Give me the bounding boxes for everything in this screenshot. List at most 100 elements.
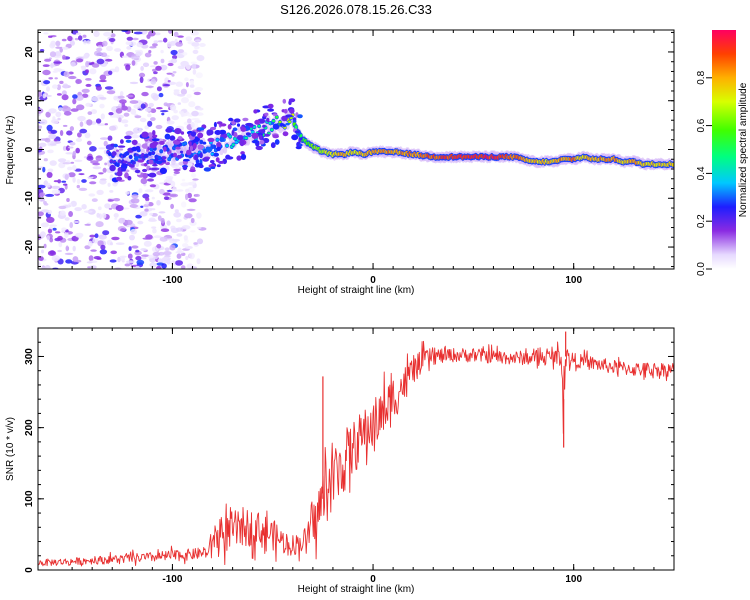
noise-blob — [55, 46, 62, 49]
noise-blob — [45, 94, 52, 97]
noise-blob — [63, 111, 72, 116]
noise-blob — [175, 41, 183, 47]
noise-blob — [109, 190, 114, 193]
noise-blob — [164, 254, 171, 258]
noise-blob — [66, 160, 70, 163]
noise-blob — [98, 147, 106, 150]
ridge-core — [671, 162, 674, 167]
noise-blob — [136, 259, 145, 265]
noise-blob — [81, 88, 90, 93]
noise-blob — [135, 256, 142, 261]
noise-blob — [49, 224, 58, 227]
noise-blob — [46, 216, 55, 223]
ridge-scatter — [254, 119, 261, 125]
noise-blob — [108, 38, 116, 42]
noise-blob — [180, 60, 189, 67]
noise-blob — [125, 191, 130, 195]
ridge-scatter — [294, 130, 300, 134]
noise-blob — [166, 179, 173, 184]
noise-blob — [180, 182, 190, 187]
noise-blob — [131, 37, 139, 41]
noise-blob — [185, 193, 189, 200]
noise-blob — [73, 220, 80, 224]
noise-blob — [175, 227, 184, 232]
ridge-scatter — [192, 142, 197, 150]
noise-blob — [86, 155, 94, 161]
ridge-scatter — [227, 124, 232, 130]
noise-blob — [75, 232, 84, 238]
ridge-scatter — [240, 153, 247, 160]
noise-blob — [115, 242, 125, 245]
noise-blob — [184, 77, 189, 82]
colorbar: 0.0 0.2 0.4 0.6 0.8 Normalized spectral ampl… — [696, 30, 749, 276]
noise-blob — [171, 73, 175, 77]
noise-blob — [193, 91, 201, 96]
ridge-scatter — [159, 167, 167, 174]
ridge-scatter — [267, 108, 274, 112]
noise-blob — [59, 80, 64, 84]
noise-blob — [106, 45, 113, 52]
noise-blob — [152, 43, 158, 47]
x-tick-label: 0 — [370, 574, 376, 585]
noise-blob — [192, 178, 199, 181]
noise-blob — [61, 227, 67, 231]
noise-blob — [38, 91, 42, 97]
noise-blob — [197, 107, 204, 111]
noise-blob — [118, 148, 124, 151]
noise-blob — [173, 173, 177, 176]
noise-blob — [133, 31, 143, 35]
noise-blob — [175, 81, 183, 87]
noise-blob — [183, 235, 188, 241]
noise-blob — [93, 256, 101, 260]
noise-blob — [51, 119, 59, 124]
ridge-scatter — [282, 131, 289, 137]
ridge-scatter — [173, 152, 178, 158]
noise-blob — [89, 68, 97, 75]
noise-blob — [103, 140, 108, 147]
noise-blob — [193, 242, 198, 245]
noise-blob — [173, 89, 180, 92]
noise-blob — [110, 250, 117, 255]
noise-blob — [138, 188, 143, 194]
noise-blob — [98, 234, 107, 240]
x-tick-label: -100 — [162, 574, 182, 585]
ridge-scatter — [207, 137, 215, 143]
ridge-core — [132, 161, 136, 165]
noise-blob — [149, 262, 157, 268]
ridge-scatter — [216, 141, 222, 148]
ridge-scatter — [113, 143, 118, 148]
noise-blob — [72, 164, 77, 171]
colorbar-tick-label: 0.0 — [696, 262, 707, 276]
noise-blob — [143, 204, 150, 208]
noise-blob — [130, 167, 139, 170]
noise-blob — [95, 85, 102, 91]
noise-blob — [147, 178, 154, 182]
noise-blob — [147, 113, 152, 118]
noise-blob — [72, 98, 77, 105]
noise-blob — [181, 97, 189, 104]
noise-blob — [62, 145, 67, 151]
ridge-core — [199, 140, 203, 144]
noise-blob — [199, 43, 206, 47]
ridge-scatter — [233, 132, 238, 138]
noise-blob — [74, 37, 79, 41]
noise-blob — [153, 61, 158, 65]
noise-blob — [173, 31, 179, 38]
ridge-halo — [278, 126, 283, 134]
noise-blob — [62, 183, 68, 186]
noise-blob — [100, 137, 109, 140]
noise-blob — [125, 130, 134, 136]
ridge-scatter — [258, 134, 263, 140]
ridge-scatter — [115, 176, 123, 181]
noise-blob — [194, 122, 199, 129]
noise-blob — [177, 35, 184, 38]
noise-blob — [68, 146, 74, 149]
noise-blob — [83, 40, 87, 45]
y-tick-label: 0 — [24, 567, 35, 573]
noise-blob — [97, 45, 103, 48]
noise-blob — [140, 205, 144, 208]
ridge-core — [270, 128, 274, 132]
noise-blob — [48, 226, 53, 229]
noise-blob — [190, 217, 195, 224]
